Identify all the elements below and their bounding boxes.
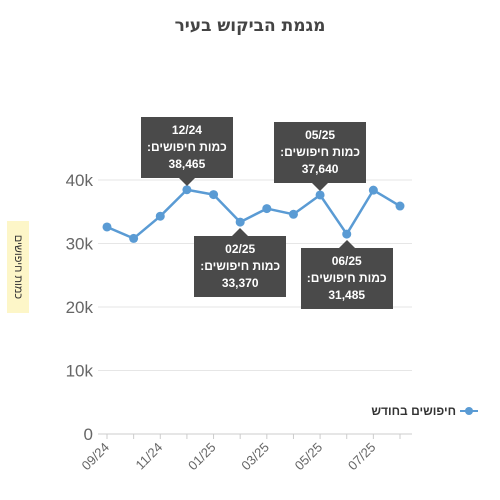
y-tick-label: 10k [66,362,94,381]
callout-label: כמות חיפושים: [306,271,387,286]
y-tick-label: 20k [66,298,94,317]
y-tick-label: 0 [84,425,93,444]
y-axis-label-background [7,221,29,313]
callout-value: 38,465 [168,156,206,171]
data-point [235,217,245,227]
callout-label: כמות חיפושים: [280,144,360,159]
data-point [342,229,352,239]
callout-label: כמות חיפושים: [146,139,227,154]
data-callout: 12/24 כמות חיפושים: 38,465 [140,116,233,186]
x-tick-label: 07/25 [345,440,379,474]
data-point [129,233,139,243]
data-callout: 02/25 כמות חיפושים: 33,370 [194,228,287,298]
x-tick-label: 03/25 [238,440,272,474]
data-callout: 06/25 כמות חיפושים: 31,485 [300,240,393,310]
data-point [395,201,405,211]
data-point [368,185,378,195]
callout-date: 02/25 [225,242,256,257]
legend-label: חיפושים בחודש [371,404,456,418]
callout-pointer [338,240,355,249]
callout-label: כמות חיפושים: [200,259,281,274]
x-tick-label: 11/24 [132,440,165,473]
callout-value: 31,485 [328,288,366,303]
callout-pointer [178,177,195,186]
y-tick-label: 30k [66,235,94,254]
callout-date: 12/24 [171,122,202,137]
legend[interactable]: חיפושים בחודש [371,404,478,418]
data-point [315,190,325,200]
x-tick-label: 05/25 [292,440,326,474]
series-line [106,188,401,240]
callout-value: 37,640 [301,161,339,176]
callout-pointer [232,228,249,237]
data-point [102,222,112,232]
data-point [182,185,192,195]
callout-value: 33,370 [221,276,259,291]
y-tick-label: 40k [66,171,94,190]
chart-title: מגמת הביקוש בעיר [174,16,326,36]
data-point [209,190,219,200]
x-tick-label: 09/24 [79,440,113,474]
callout-pointer [312,182,329,191]
data-point [288,209,298,219]
data-point [262,204,272,214]
legend-swatch-icon [460,405,478,417]
callout-date: 06/25 [331,254,362,269]
data-callout: 05/25 כמות חיפושים: 37,640 [274,121,367,191]
x-tick-label: 01/25 [185,440,219,474]
callout-date: 05/25 [305,127,336,142]
data-point [155,211,165,221]
